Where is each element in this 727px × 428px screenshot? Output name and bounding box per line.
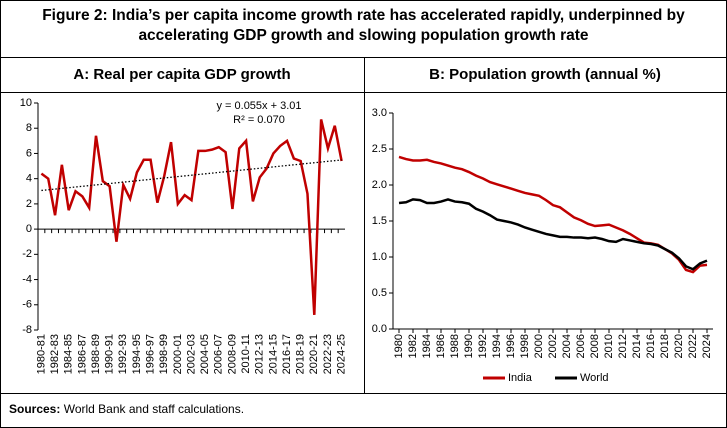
y-tick-label: 2.0 [372, 179, 387, 191]
x-tick-label: 2016 [645, 334, 657, 358]
x-tick-label: 2002-03 [185, 334, 197, 374]
y-tick-label: 0.5 [372, 287, 387, 299]
x-tick-label: 1988 [449, 334, 461, 358]
x-tick-label: 1984-85 [63, 334, 75, 374]
legend-label: India [508, 372, 533, 384]
x-tick-label: 2018-19 [295, 334, 307, 374]
x-tick-label: 1986-87 [76, 334, 88, 374]
y-tick-label: 0 [26, 223, 32, 235]
x-tick-label: 2020-21 [308, 334, 320, 374]
y-tick-label: 2 [26, 198, 32, 210]
y-tick-label: 1.0 [372, 251, 387, 263]
data-line [398, 198, 708, 271]
x-tick-label: 1996-97 [144, 334, 156, 374]
x-tick-label: 2004 [561, 334, 573, 358]
y-tick-label: 1.5 [372, 215, 387, 227]
x-tick-label: 1996 [505, 334, 517, 358]
panel-title: B: Population growth (annual %) [429, 66, 661, 83]
y-tick-label: -4 [22, 273, 32, 285]
trend-line [41, 159, 342, 192]
source-note: Sources: World Bank and staff calculatio… [9, 402, 244, 416]
x-tick-label: 1998 [519, 334, 531, 358]
x-tick-label: 2000-01 [172, 334, 184, 374]
x-tick-label: 2010 [603, 334, 615, 358]
y-tick-label: 8 [26, 122, 32, 134]
x-tick-label: 2002 [547, 334, 559, 358]
x-tick-label: 2020 [673, 334, 685, 358]
source-text: World Bank and staff calculations. [63, 402, 245, 416]
annotation: y = 0.055x + 3.01 [216, 100, 301, 112]
x-tick-label: 1990 [463, 334, 475, 358]
y-tick-label: 3.0 [372, 107, 387, 119]
x-tick-label: 1986 [435, 334, 447, 358]
x-tick-label: 2024-25 [335, 334, 347, 374]
x-tick-label: 1984 [421, 334, 433, 358]
y-tick-label: -2 [22, 248, 32, 260]
x-tick-label: 2000 [533, 334, 545, 358]
x-tick-label: 1998-99 [158, 334, 170, 374]
y-tick-label: 0.0 [372, 323, 387, 335]
x-tick-label: 1992 [477, 334, 489, 358]
x-tick-label: 2022-23 [322, 334, 334, 374]
x-tick-label: 2014-15 [267, 334, 279, 374]
figure-title: Figure 2: India’s per capita income grow… [42, 7, 685, 44]
x-tick-label: 2018 [659, 334, 671, 358]
legend-label: World [580, 372, 609, 384]
x-tick-label: 2016-17 [281, 334, 293, 374]
y-tick-label: -6 [22, 299, 32, 311]
x-tick-label: 2010-11 [240, 334, 252, 374]
data-line [398, 155, 708, 274]
x-tick-label: 2006-07 [213, 334, 225, 374]
x-tick-label: 1990-91 [104, 334, 116, 374]
y-tick-label: 2.5 [372, 143, 387, 155]
y-tick-label: 6 [26, 147, 32, 159]
annotation: R² = 0.070 [233, 114, 285, 126]
x-tick-label: 1992-93 [117, 334, 129, 374]
y-tick-label: 4 [26, 173, 32, 185]
x-tick-label: 2022 [687, 334, 699, 358]
x-tick-label: 2004-05 [199, 334, 211, 374]
x-tick-label: 2008 [589, 334, 601, 358]
source-label: Sources: [9, 402, 61, 416]
x-tick-label: 1988-89 [90, 334, 102, 374]
y-tick-label: -8 [22, 324, 32, 336]
x-tick-label: 2006 [575, 334, 587, 358]
x-tick-label: 2014 [631, 334, 643, 358]
x-tick-label: 1994 [491, 334, 503, 358]
x-tick-label: 2012-13 [254, 334, 266, 374]
data-line [40, 119, 343, 315]
x-tick-label: 1980-81 [35, 334, 47, 374]
x-tick-label: 1994-95 [131, 334, 143, 374]
x-tick-label: 2012 [617, 334, 629, 358]
panel-title: A: Real per capita GDP growth [73, 66, 290, 83]
x-tick-label: 1982 [407, 334, 419, 358]
y-tick-label: 10 [20, 97, 32, 109]
x-tick-label: 1980 [393, 334, 405, 358]
x-tick-label: 2024 [701, 334, 713, 358]
x-tick-label: 1982-83 [49, 334, 61, 374]
x-tick-label: 2008-09 [226, 334, 238, 374]
